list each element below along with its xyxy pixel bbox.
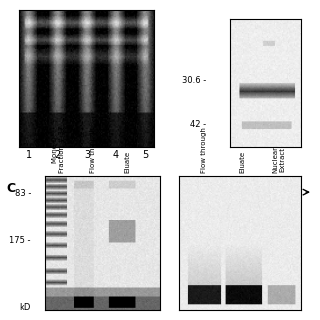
Text: C: C — [6, 182, 16, 196]
Text: Nuclear
Extract: Nuclear Extract — [272, 146, 285, 173]
Text: Eluate: Eluate — [239, 151, 245, 173]
Text: Eluate: Eluate — [125, 151, 131, 173]
Text: Flow through: Flow through — [201, 127, 206, 173]
Text: Mono Q
Fraction # 37: Mono Q Fraction # 37 — [52, 126, 65, 173]
Text: 83 -: 83 - — [15, 189, 31, 198]
Text: Flow through: Flow through — [90, 127, 96, 173]
Text: kD: kD — [20, 303, 31, 312]
Text: 30.6 -: 30.6 - — [181, 76, 206, 85]
Text: 175 -: 175 - — [10, 236, 31, 245]
Text: 42 -: 42 - — [190, 120, 206, 129]
